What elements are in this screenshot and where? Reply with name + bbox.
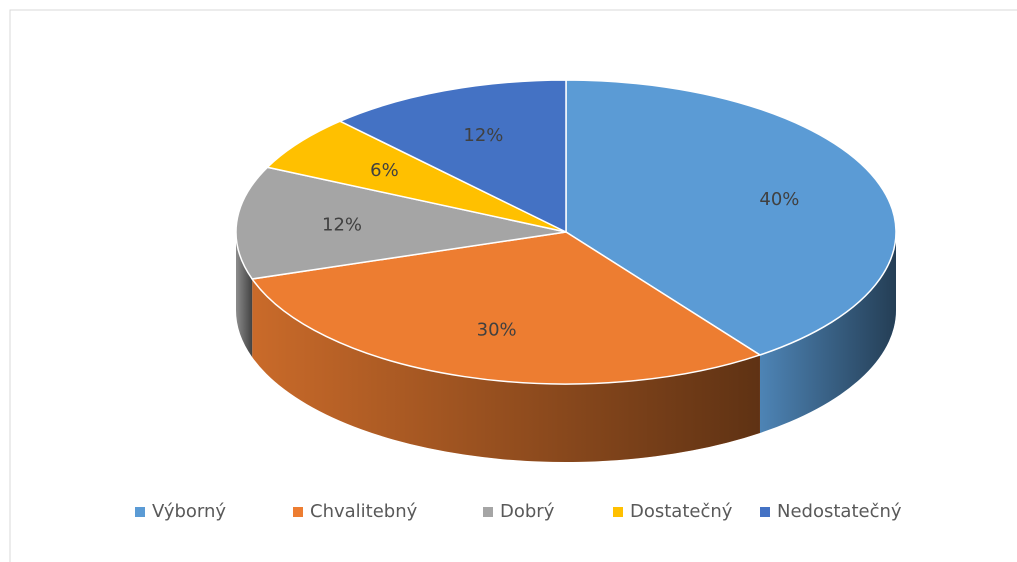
data-label: 30% (477, 319, 517, 340)
legend-swatch (135, 507, 145, 517)
pie-side-shade (759, 232, 896, 433)
chart-frame (9, 9, 1017, 562)
data-label: 6% (370, 160, 399, 181)
pie-side-shade (236, 232, 253, 357)
legend-swatch (483, 507, 493, 517)
legend-label: Dobrý (500, 501, 555, 522)
pie-slice (250, 231, 762, 385)
data-label: 40% (759, 189, 799, 210)
pie-slice (235, 166, 567, 280)
data-label: 12% (322, 215, 362, 236)
legend-label: Chvalitebný (310, 501, 418, 522)
legend-label: Dostatečný (630, 501, 733, 522)
legend-swatch (613, 507, 623, 517)
pie-slice (338, 79, 567, 234)
legend-swatch (760, 507, 770, 517)
pie-side-shade (252, 278, 760, 462)
legend-swatch (293, 507, 303, 517)
pie-slice (265, 120, 567, 233)
data-label: 12% (463, 125, 503, 146)
legend-label: Výborný (152, 501, 226, 522)
legend-label: Nedostatečný (777, 501, 902, 522)
pie-slice (565, 79, 897, 356)
